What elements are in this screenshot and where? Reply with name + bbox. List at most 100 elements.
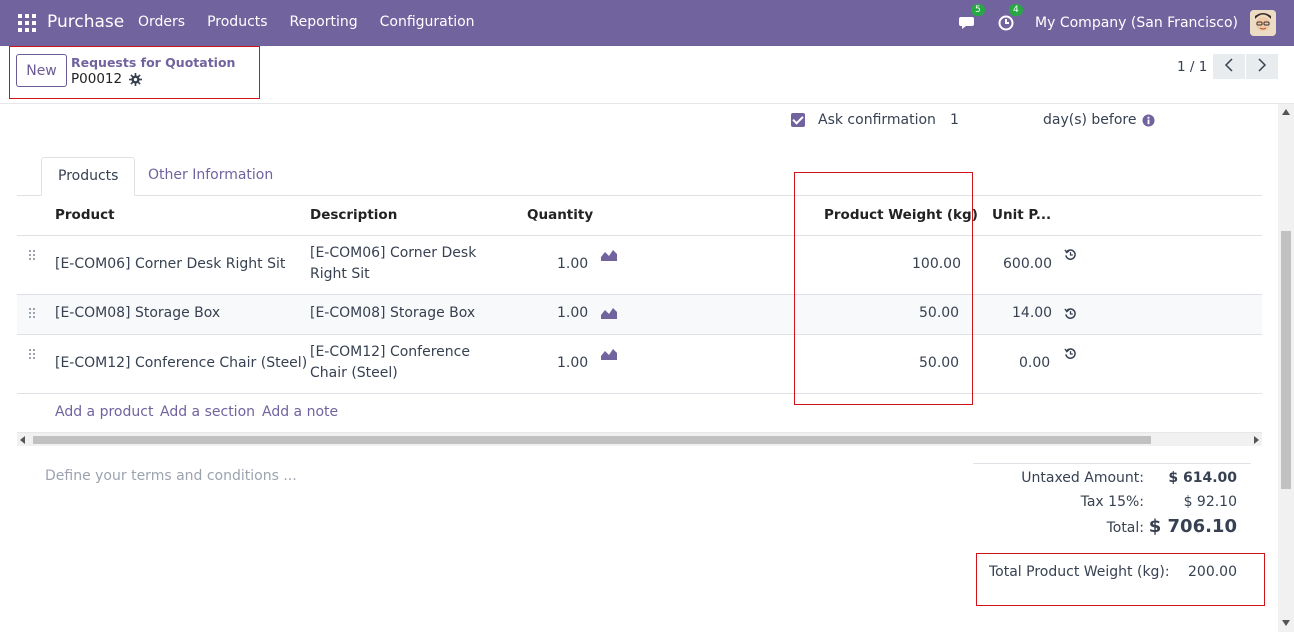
breadcrumb-parent[interactable]: Requests for Quotation [71,55,236,70]
clock-icon [998,15,1014,31]
horizontal-scroll-thumb[interactable] [33,436,1151,444]
highlight-weight-column [794,172,973,405]
systray: 5 4 My Company (San Francisco) [959,0,1294,46]
row-weight[interactable]: 50.00 [919,305,960,321]
tax-label: Tax 15%: [1080,494,1144,510]
col-description[interactable]: Description [310,207,398,223]
chevron-right-icon [1258,58,1267,72]
row-description-line1[interactable]: [E-COM08] Storage Box [310,305,476,321]
table-header: Product Description Quantity Product Wei… [17,196,1262,236]
drag-handle-icon[interactable] [29,349,37,361]
menu-products[interactable]: Products [207,14,268,30]
ask-confirmation-row: Ask confirmation 1 [791,110,959,130]
user-avatar[interactable] [1250,10,1276,36]
row-description-line1[interactable]: [E-COM12] Conference [310,344,470,360]
activities-button[interactable]: 4 [997,4,1023,33]
record-name: P00012 [71,71,123,87]
messages-button[interactable]: 5 [959,4,985,33]
forecast-chart-icon[interactable] [601,348,617,360]
add-product-link[interactable]: Add a product [55,404,154,420]
total-label: Total: [1106,520,1144,536]
app-name[interactable]: Purchase [47,12,125,32]
row-description-line2[interactable]: Right Sit [310,266,370,282]
menu-orders[interactable]: Orders [138,14,186,30]
row-product[interactable]: [E-COM06] Corner Desk Right Sit [55,256,286,272]
drag-handle-icon[interactable] [29,250,37,262]
notebook-tabs: Products Other Information [17,157,1262,196]
drag-handle-icon[interactable] [29,308,37,320]
row-weight[interactable]: 100.00 [912,256,961,272]
ask-confirmation-checkbox[interactable] [791,113,805,127]
breadcrumb-current: P00012 [71,71,143,87]
highlight-total-weight [976,553,1265,606]
gear-icon[interactable] [129,72,143,86]
top-navbar: Purchase Orders Products Reporting Confi… [0,0,1294,46]
history-icon[interactable] [1064,307,1077,320]
untaxed-amount-value: $ 614.00 [1168,470,1237,486]
row-product[interactable]: [E-COM08] Storage Box [55,305,221,321]
order-lines-table: Product Description Quantity Product Wei… [17,196,1262,236]
ask-confirmation-days[interactable]: 1 [949,112,959,128]
untaxed-amount-label: Untaxed Amount: [1021,470,1144,486]
messages-badge: 5 [971,4,985,16]
row-quantity[interactable]: 1.00 [557,355,589,371]
pager-value: 1 / 1 [1177,59,1208,75]
app-grid-icon[interactable] [18,14,36,32]
add-note-link[interactable]: Add a note [262,404,339,420]
main-menu: Orders Products Reporting Configuration [138,14,497,30]
vertical-scrollbar[interactable] [1278,104,1294,632]
horizontal-scrollbar[interactable] [17,432,1262,446]
col-product-weight[interactable]: Product Weight (kg) [824,207,978,223]
table-row[interactable]: [E-COM06] Corner Desk Right Sit [E-COM06… [17,236,1262,295]
row-description-line1[interactable]: [E-COM06] Corner Desk [310,245,477,261]
avatar-face-icon [1250,10,1276,36]
pager-previous-button[interactable] [1213,54,1245,79]
chat-icon [959,17,975,29]
tab-products[interactable]: Products [41,157,136,196]
form-sheet [17,105,1262,632]
menu-configuration[interactable]: Configuration [379,14,475,30]
col-quantity[interactable]: Quantity [527,207,594,223]
chevron-left-icon [1224,58,1233,72]
row-quantity[interactable]: 1.00 [557,305,589,321]
history-icon[interactable] [1064,347,1077,360]
vertical-scroll-thumb[interactable] [1281,231,1291,489]
days-before-label: day(s) before [1043,112,1137,128]
total-weight-label: Total Product Weight (kg): [989,564,1170,580]
scroll-left-arrow-icon[interactable] [20,436,26,444]
terms-input[interactable]: Define your terms and conditions ... [45,468,297,484]
row-unit-price[interactable]: 600.00 [1003,256,1052,272]
table-row[interactable]: [E-COM08] Storage Box [E-COM08] Storage … [17,295,1262,335]
pager-next-button[interactable] [1246,54,1278,79]
add-section-link[interactable]: Add a section [160,404,256,420]
total-weight-value: 200.00 [1188,564,1237,580]
control-panel: New Requests for Quotation P00012 1 / 1 [0,46,1294,104]
menu-reporting[interactable]: Reporting [289,14,358,30]
row-quantity[interactable]: 1.00 [557,256,589,272]
scroll-up-arrow-icon[interactable] [1282,109,1290,115]
tab-other-information[interactable]: Other Information [148,167,274,183]
row-unit-price[interactable]: 0.00 [1019,355,1051,371]
scroll-right-arrow-icon[interactable] [1253,436,1259,444]
row-description-line2[interactable]: Chair (Steel) [310,365,398,381]
row-weight[interactable]: 50.00 [919,355,960,371]
history-icon[interactable] [1064,248,1077,261]
forecast-chart-icon[interactable] [601,307,617,319]
table-row[interactable]: [E-COM12] Conference Chair (Steel) [E-CO… [17,335,1262,394]
row-product[interactable]: [E-COM12] Conference Chair (Steel) [55,355,308,371]
col-unit-price[interactable]: Unit P... [992,207,1052,223]
company-switcher[interactable]: My Company (San Francisco) [1035,15,1238,31]
col-product[interactable]: Product [55,207,115,223]
row-unit-price[interactable]: 14.00 [1012,305,1053,321]
highlight-breadcrumb [9,46,260,99]
scroll-down-arrow-icon[interactable] [1282,620,1290,626]
forecast-chart-icon[interactable] [601,249,617,261]
total-value: $ 706.10 [1148,516,1237,537]
info-icon[interactable] [1142,114,1155,127]
totals-divider [973,463,1251,464]
add-line-links: Add a product Add a section Add a note [17,394,1262,432]
new-button[interactable]: New [16,54,67,87]
ask-confirmation-label: Ask confirmation [818,112,936,128]
activities-badge: 4 [1009,4,1023,16]
tax-value: $ 92.10 [1183,494,1237,510]
